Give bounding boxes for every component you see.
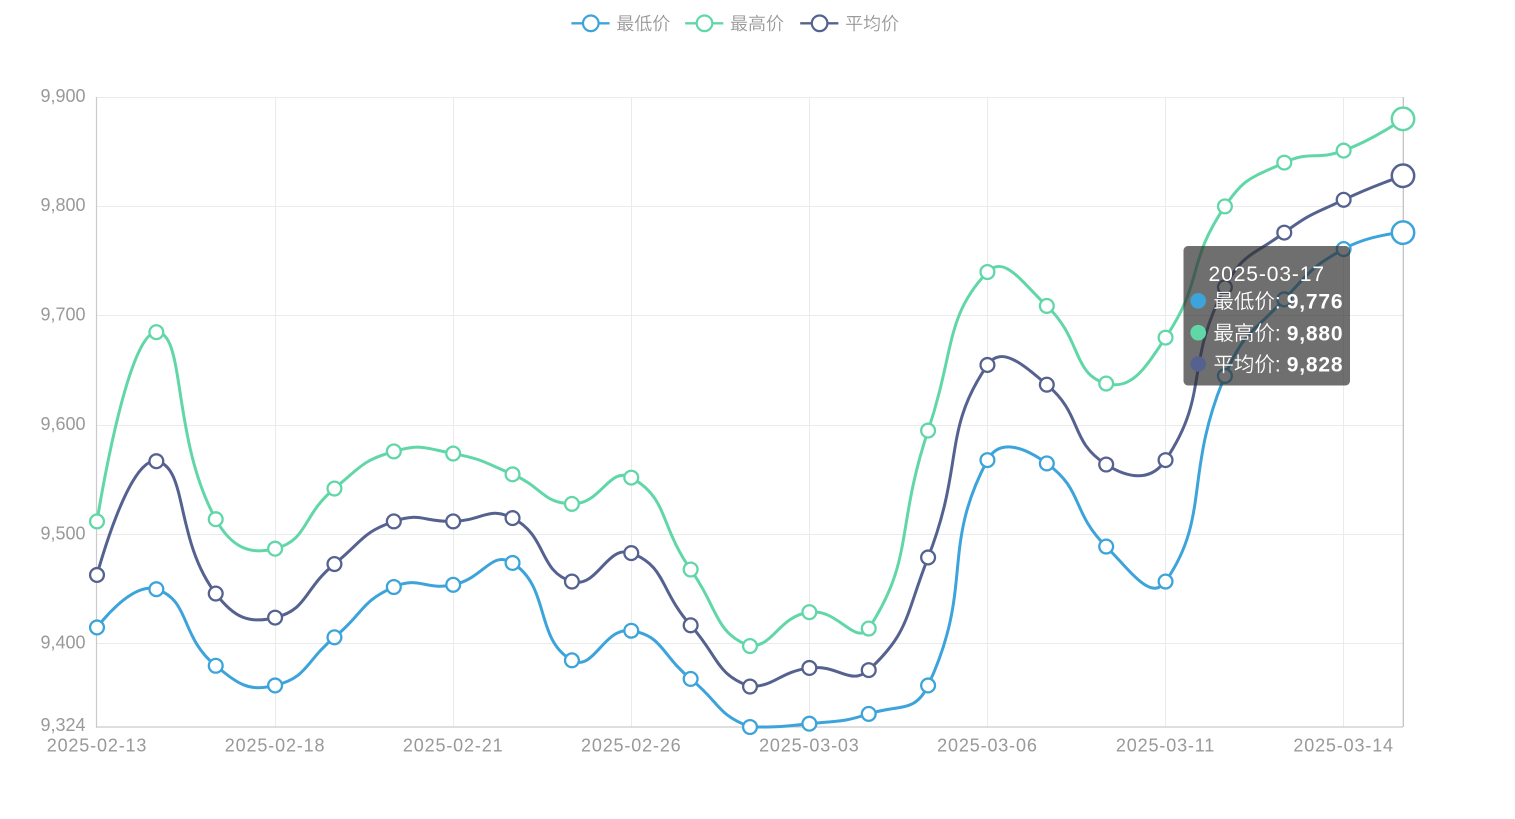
svg-text:9,500: 9,500 — [40, 523, 85, 543]
svg-text:2025-02-18: 2025-02-18 — [225, 736, 326, 756]
svg-text:9,800: 9,800 — [40, 195, 85, 215]
svg-text:9,324: 9,324 — [40, 715, 85, 735]
svg-text:9,600: 9,600 — [40, 414, 85, 434]
svg-text:9,880: 9,880 — [1287, 322, 1344, 345]
svg-text:2025-02-26: 2025-02-26 — [581, 736, 682, 756]
svg-text:9,400: 9,400 — [40, 633, 85, 653]
svg-text:2025-03-17: 2025-03-17 — [1209, 263, 1325, 286]
svg-text:9,828: 9,828 — [1287, 354, 1344, 377]
svg-text:2025-03-14: 2025-03-14 — [1293, 736, 1394, 756]
svg-text::: : — [1275, 354, 1281, 377]
svg-text:9,776: 9,776 — [1287, 290, 1344, 313]
svg-text:9,900: 9,900 — [40, 86, 85, 106]
svg-text::: : — [1275, 290, 1281, 313]
svg-text:2025-02-21: 2025-02-21 — [403, 736, 504, 756]
svg-text:2025-03-03: 2025-03-03 — [759, 736, 860, 756]
svg-text:2025-02-13: 2025-02-13 — [47, 736, 148, 756]
svg-text::: : — [1275, 322, 1281, 345]
svg-text:9,700: 9,700 — [40, 305, 85, 325]
svg-text:2025-03-11: 2025-03-11 — [1116, 736, 1215, 756]
svg-text:2025-03-06: 2025-03-06 — [937, 736, 1038, 756]
